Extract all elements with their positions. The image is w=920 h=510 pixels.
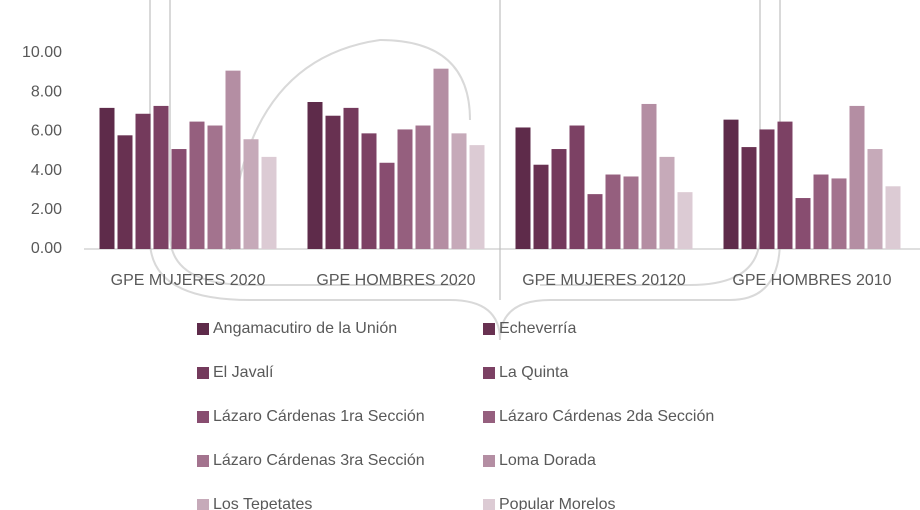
bar [208, 126, 223, 249]
legend-swatch [483, 411, 495, 423]
y-tick-label: 0.00 [31, 240, 62, 257]
legend-label: Lázaro Cárdenas 3ra Sección [213, 452, 425, 469]
bar [886, 186, 901, 249]
bar [398, 129, 413, 249]
x-tick-label: GPE MUJERES 2020 [111, 272, 266, 289]
bar [678, 192, 693, 249]
bar [244, 139, 259, 249]
bar [796, 198, 811, 249]
y-tick-label: 6.00 [31, 123, 62, 140]
bar [552, 149, 567, 249]
bar [172, 149, 187, 249]
bar [100, 108, 115, 249]
bar [516, 127, 531, 249]
x-tick-label: GPE MUJERES 20120 [522, 272, 686, 289]
legend-label: Popular Morelos [499, 496, 616, 510]
bar [434, 69, 449, 249]
legend-swatch [197, 323, 209, 335]
bar [380, 163, 395, 249]
legend-label: La Quinta [499, 364, 568, 381]
legend-swatch [197, 367, 209, 379]
bar [362, 133, 377, 249]
y-tick-label: 8.00 [31, 83, 62, 100]
bar [760, 129, 775, 249]
bar [778, 122, 793, 249]
legend-label: Lázaro Cárdenas 2da Sección [499, 408, 714, 425]
bar [344, 108, 359, 249]
legend-swatch [483, 323, 495, 335]
bar [452, 133, 467, 249]
bar [226, 71, 241, 249]
legend-label: Lázaro Cárdenas 1ra Sección [213, 408, 425, 425]
bar [868, 149, 883, 249]
bar [724, 120, 739, 249]
bar [624, 176, 639, 249]
bar [326, 116, 341, 249]
bar [606, 175, 621, 249]
bar [850, 106, 865, 249]
legend-swatch [483, 499, 495, 510]
bar [588, 194, 603, 249]
y-tick-label: 4.00 [31, 162, 62, 179]
bar [470, 145, 485, 249]
y-tick-label: 10.00 [22, 44, 62, 61]
y-tick-label: 2.00 [31, 201, 62, 218]
legend-label: Los Tepetates [213, 496, 312, 510]
legend-label: Angamacutiro de la Unión [213, 320, 397, 337]
legend-swatch [483, 367, 495, 379]
chart: 0.00 2.00 4.00 6.00 8.00 10.00 GPE MUJERES 202… [0, 0, 920, 510]
x-tick-label: GPE HOMBRES 2010 [732, 272, 891, 289]
x-tick-label: GPE HOMBRES 2020 [316, 272, 475, 289]
legend-label: El Javalí [213, 364, 274, 381]
bar [534, 165, 549, 249]
bar [660, 157, 675, 249]
legend-label: Echeverría [499, 320, 576, 337]
bar [814, 175, 829, 249]
bar [416, 126, 431, 249]
bar [190, 122, 205, 249]
bar [642, 104, 657, 249]
bar [308, 102, 323, 249]
bar [742, 147, 757, 249]
legend-label: Loma Dorada [499, 452, 596, 469]
bar [832, 178, 847, 249]
legend-swatch [483, 455, 495, 467]
bar [136, 114, 151, 249]
bar [262, 157, 277, 249]
legend-swatch [197, 499, 209, 510]
legend-swatch [197, 455, 209, 467]
bar [154, 106, 169, 249]
bar [118, 135, 133, 249]
bar [570, 126, 585, 249]
legend-swatch [197, 411, 209, 423]
